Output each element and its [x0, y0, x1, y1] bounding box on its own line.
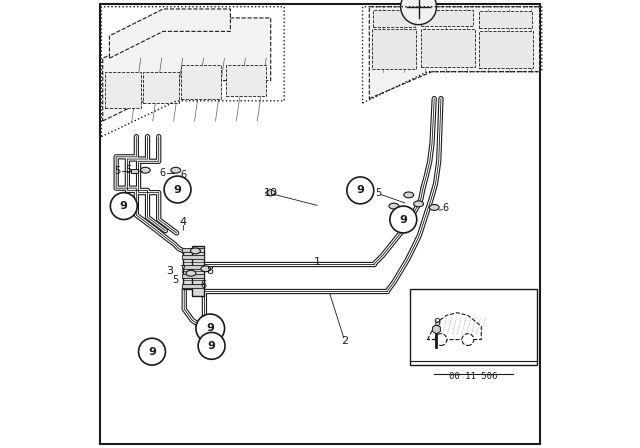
Bar: [105, 72, 141, 108]
Text: 3: 3: [166, 266, 173, 276]
Text: 9: 9: [356, 185, 364, 195]
Bar: [184, 249, 196, 289]
Polygon shape: [369, 7, 540, 99]
Bar: [181, 65, 221, 99]
Text: 6: 6: [159, 168, 165, 178]
Text: 7: 7: [179, 265, 185, 275]
Bar: [410, 289, 538, 365]
Bar: [182, 265, 204, 269]
Bar: [182, 248, 204, 252]
Polygon shape: [266, 189, 276, 196]
Text: 9: 9: [433, 318, 440, 327]
Polygon shape: [109, 9, 230, 58]
Ellipse shape: [429, 204, 439, 211]
Text: 9: 9: [148, 347, 156, 357]
Ellipse shape: [413, 201, 424, 207]
Circle shape: [196, 314, 225, 343]
Text: 5: 5: [173, 275, 179, 285]
Text: 9: 9: [399, 215, 407, 224]
Ellipse shape: [389, 203, 399, 209]
Bar: [479, 11, 532, 28]
Circle shape: [401, 0, 436, 25]
Text: 2: 2: [341, 336, 348, 346]
Text: 4: 4: [180, 217, 187, 227]
Bar: [479, 31, 532, 68]
Circle shape: [462, 334, 474, 345]
Bar: [371, 29, 417, 69]
Circle shape: [390, 206, 417, 233]
Bar: [421, 10, 473, 26]
Bar: [373, 10, 415, 27]
Circle shape: [164, 176, 191, 203]
Text: 9: 9: [207, 341, 216, 351]
Polygon shape: [433, 325, 440, 334]
Bar: [226, 65, 266, 96]
Ellipse shape: [404, 192, 413, 198]
Bar: [182, 284, 204, 288]
Text: 1: 1: [314, 257, 321, 267]
Bar: [182, 255, 204, 259]
Text: 6: 6: [442, 203, 449, 213]
Ellipse shape: [186, 271, 196, 276]
Text: 6: 6: [180, 170, 186, 180]
Ellipse shape: [201, 266, 211, 271]
Text: 10: 10: [264, 188, 278, 198]
Text: 5: 5: [115, 166, 121, 176]
Text: 9: 9: [206, 323, 214, 333]
Bar: [131, 169, 138, 173]
Bar: [421, 29, 475, 67]
Circle shape: [435, 334, 447, 345]
Circle shape: [347, 177, 374, 204]
Ellipse shape: [191, 248, 200, 254]
Text: 5: 5: [125, 165, 131, 175]
Circle shape: [110, 193, 137, 220]
Circle shape: [198, 332, 225, 359]
Text: 00 11 506: 00 11 506: [449, 372, 498, 381]
Polygon shape: [103, 18, 271, 121]
Bar: [143, 72, 179, 103]
Text: 6: 6: [200, 280, 207, 290]
Text: 8: 8: [207, 266, 214, 276]
Text: 9: 9: [173, 185, 182, 194]
Bar: [182, 274, 204, 278]
Circle shape: [139, 338, 165, 365]
Text: 9: 9: [120, 201, 128, 211]
Ellipse shape: [171, 168, 180, 173]
Ellipse shape: [140, 168, 150, 173]
Bar: [192, 246, 204, 296]
Text: 5: 5: [375, 188, 381, 198]
